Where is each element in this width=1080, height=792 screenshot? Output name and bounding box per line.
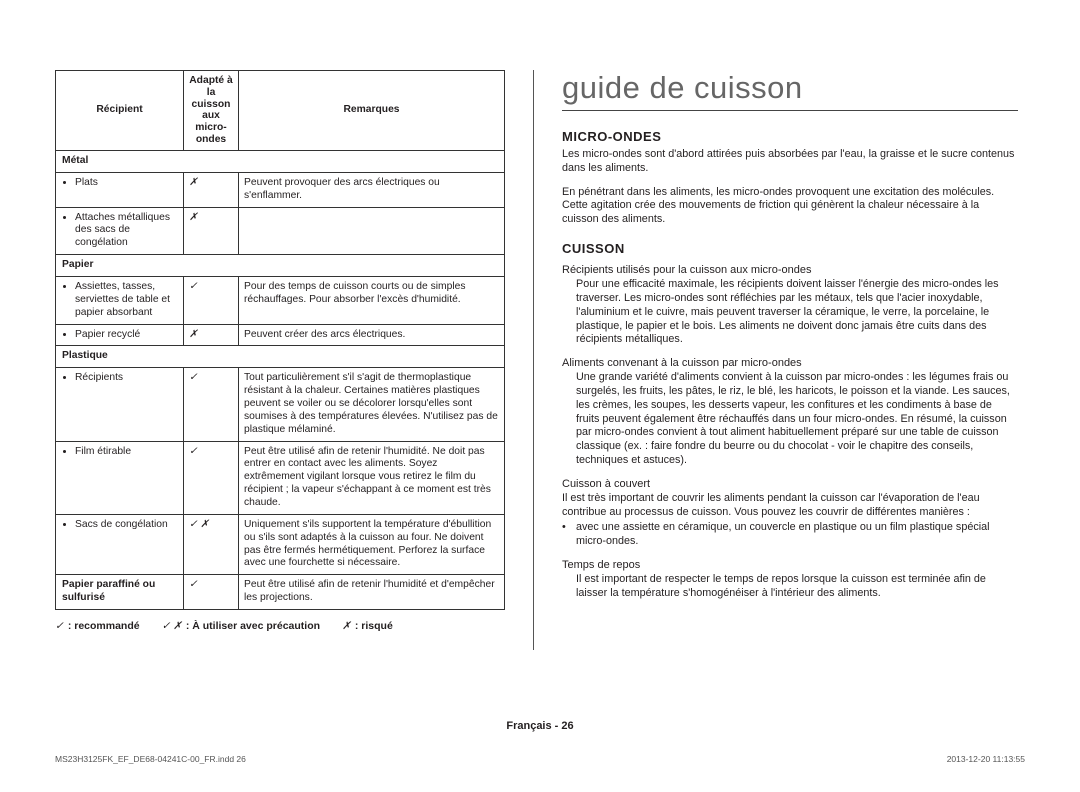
table-row: Papier recyclé ✗ Peuvent créer des arcs …	[56, 324, 505, 346]
table-row: Sacs de congélation ✓ ✗ Uniquement s'ils…	[56, 514, 505, 574]
item-remark: Tout particulièrement s'il s'agit de the…	[239, 368, 505, 441]
footer-filename: MS23H3125FK_EF_DE68-04241C-00_FR.indd 26	[55, 754, 246, 764]
table-row: Récipients ✓ Tout particulièrement s'il …	[56, 368, 505, 441]
page: Récipient Adapté à la cuisson aux micro-…	[0, 0, 1080, 792]
item-name: Sacs de congélation	[75, 519, 178, 532]
page-title: guide de cuisson	[562, 70, 1018, 111]
item-remark: Peut être utilisé afin de retenir l'humi…	[239, 575, 505, 610]
category-metal: Métal	[56, 150, 505, 172]
item-name: Plats	[75, 177, 178, 190]
para: Il est important de respecter le temps d…	[562, 573, 1018, 601]
bullet-icon	[562, 278, 570, 347]
th-recipient: Récipient	[56, 71, 184, 151]
item-mark: ✓ ✗	[184, 514, 239, 574]
subheading-containers: Récipients utilisés pour la cuisson aux …	[562, 264, 1018, 276]
right-column: guide de cuisson MICRO-ONDES Les micro-o…	[533, 70, 1018, 650]
subheading-foods: Aliments convenant à la cuisson par micr…	[562, 357, 1018, 369]
para: Pour une efficacité maximale, les récipi…	[562, 278, 1018, 347]
item-name: Attaches métalliques des sacs de congéla…	[75, 212, 178, 251]
item-name: Papier recyclé	[75, 329, 178, 342]
bullet-icon	[562, 573, 570, 601]
footer-timestamp: 2013-12-20 11:13:55	[947, 754, 1025, 764]
table-row: Plats ✗ Peuvent provoquer des arcs élect…	[56, 172, 505, 207]
page-number: Français - 26	[0, 720, 1080, 732]
para: Il est très important de couvrir les ali…	[562, 492, 1018, 520]
category-wax-paper: Papier paraffiné ou sulfurisé	[56, 575, 184, 610]
item-remark: Pour des temps de cuisson courts ou de s…	[239, 276, 505, 324]
th-remarks: Remarques	[239, 71, 505, 151]
legend: ✓: recommandé ✓ ✗: À utiliser avec préca…	[55, 620, 505, 632]
item-mark: ✗	[184, 172, 239, 207]
item-name: Assiettes, tasses, serviettes de table e…	[75, 281, 178, 320]
item-remark	[239, 207, 505, 255]
th-suitable: Adapté à la cuisson aux micro-ondes	[184, 71, 239, 151]
two-column-layout: Récipient Adapté à la cuisson aux micro-…	[55, 70, 1025, 650]
subheading-covered: Cuisson à couvert	[562, 478, 1018, 490]
para: En pénétrant dans les aliments, les micr…	[562, 186, 1018, 227]
item-mark: ✓	[184, 441, 239, 514]
item-remark: Peuvent provoquer des arcs électriques o…	[239, 172, 505, 207]
item-mark: ✓	[184, 368, 239, 441]
para: Les micro-ondes sont d'abord attirées pu…	[562, 148, 1018, 176]
bullet-icon: •	[562, 521, 570, 549]
legend-caution: ✓ ✗: À utiliser avec précaution	[162, 620, 320, 632]
item-mark: ✗	[184, 324, 239, 346]
heading-cooking: CUISSON	[562, 241, 1018, 256]
table-row: Papier paraffiné ou sulfurisé ✓ Peut êtr…	[56, 575, 505, 610]
item-name: Récipients	[75, 372, 178, 385]
heading-microwaves: MICRO-ONDES	[562, 129, 1018, 144]
item-mark: ✓	[184, 575, 239, 610]
item-mark: ✗	[184, 207, 239, 255]
para: • avec une assiette en céramique, un cou…	[562, 521, 1018, 549]
subheading-rest: Temps de repos	[562, 559, 1018, 571]
table-row: Assiettes, tasses, serviettes de table e…	[56, 276, 505, 324]
item-name: Film étirable	[75, 446, 178, 459]
bullet-icon	[562, 371, 570, 468]
table-row: Film étirable ✓ Peut être utilisé afin d…	[56, 441, 505, 514]
container-table: Récipient Adapté à la cuisson aux micro-…	[55, 70, 505, 610]
item-remark: Peut être utilisé afin de retenir l'humi…	[239, 441, 505, 514]
item-remark: Uniquement s'ils supportent la températu…	[239, 514, 505, 574]
table-row: Attaches métalliques des sacs de congéla…	[56, 207, 505, 255]
legend-recommended: ✓: recommandé	[55, 620, 140, 632]
left-column: Récipient Adapté à la cuisson aux micro-…	[55, 70, 505, 650]
category-paper: Papier	[56, 255, 505, 277]
para: Une grande variété d'aliments convient à…	[562, 371, 1018, 468]
item-mark: ✓	[184, 276, 239, 324]
legend-risky: ✗: risqué	[342, 620, 393, 632]
item-remark: Peuvent créer des arcs électriques.	[239, 324, 505, 346]
category-plastic: Plastique	[56, 346, 505, 368]
